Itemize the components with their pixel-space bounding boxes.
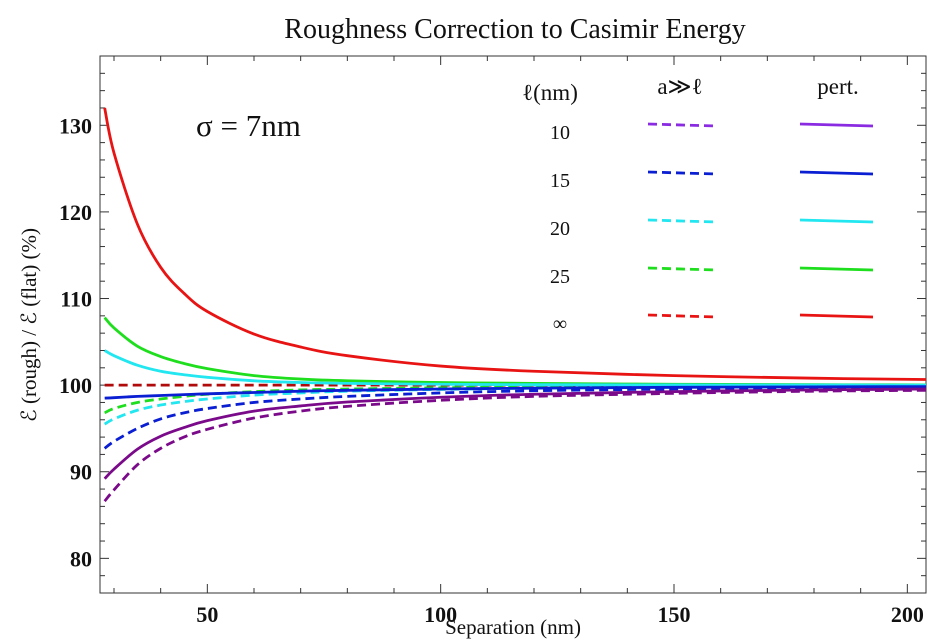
- x-axis-ticks: 50 100 150 200: [113, 56, 924, 627]
- legend-label: 20: [550, 218, 570, 240]
- legend-header-dashed: a≫ℓ: [657, 74, 702, 99]
- chart-title: Roughness Correction to Casimir Energy: [284, 14, 745, 45]
- legend-header-solid: pert.: [817, 74, 859, 99]
- legend-swatch-dashed: [647, 122, 717, 128]
- legend-swatch-solid: [799, 218, 874, 224]
- legend-swatch-solid: [799, 170, 874, 176]
- legend-label: ∞: [553, 313, 567, 335]
- legend-swatch-dashed: [647, 313, 717, 319]
- series-line-10-pert: [103, 387, 927, 480]
- y-tick-label: 120: [59, 200, 92, 225]
- legend-swatch-solid: [799, 313, 874, 319]
- series-line-inf-pert: [103, 107, 927, 381]
- legend-swatch-dashed: [647, 218, 717, 224]
- series-line-20-pert: [103, 349, 927, 387]
- plot-frame: [99, 55, 927, 594]
- legend-label: 10: [550, 122, 570, 144]
- x-tick-label: 150: [658, 602, 691, 627]
- legend-header-ell: ℓ(nm): [522, 80, 578, 105]
- series-line-10-dashed: [103, 388, 927, 503]
- legend: ℓ(nm) a≫ℓ pert. 10 15 20 25 ∞: [522, 74, 874, 335]
- legend-label: 25: [550, 266, 570, 288]
- series-group: [103, 107, 927, 503]
- legend-swatch-solid: [799, 122, 874, 128]
- sigma-annotation: σ = 7nm: [196, 108, 301, 143]
- x-axis-label: Separation (nm): [445, 615, 581, 639]
- series-line-15-dashed: [103, 386, 927, 450]
- y-tick-label: 130: [59, 113, 92, 138]
- legend-swatch-dashed: [647, 266, 717, 272]
- series-line-25-pert: [103, 316, 927, 387]
- legend-label: 15: [550, 170, 570, 192]
- y-tick-label: 110: [60, 287, 92, 312]
- series-line-15-pert: [104, 385, 927, 400]
- x-tick-label: 100: [424, 602, 457, 627]
- y-tick-label: 80: [70, 546, 92, 571]
- legend-swatch-dashed: [647, 170, 717, 176]
- y-axis-ticks: 80 90 100 110 120 130: [59, 72, 926, 577]
- legend-swatch-solid: [799, 266, 874, 272]
- y-tick-label: 100: [59, 373, 92, 398]
- x-tick-label: 200: [891, 602, 924, 627]
- y-axis-label: ℰ (rough) / ℰ (flat) (%): [17, 228, 41, 422]
- y-tick-label: 90: [70, 460, 92, 485]
- x-tick-label: 50: [196, 602, 218, 627]
